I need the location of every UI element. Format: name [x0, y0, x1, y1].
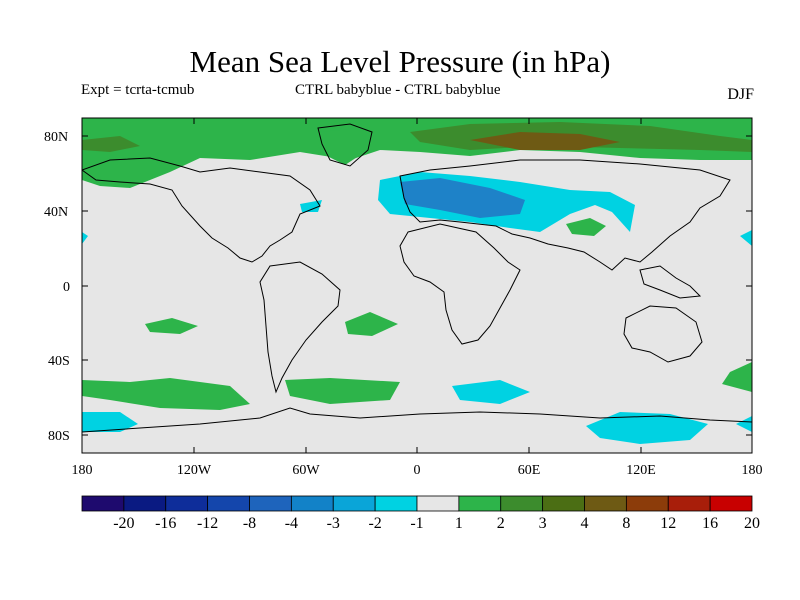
colorbar-swatch	[165, 495, 209, 512]
lon-tick-180w: 180	[72, 463, 93, 478]
colorbar-label: 2	[497, 515, 505, 532]
colorbar-swatch	[500, 495, 544, 512]
colorbar-swatch	[709, 495, 753, 512]
colorbar-swatch	[290, 495, 334, 512]
colorbar-label: 8	[622, 515, 630, 532]
coast-north-america	[82, 157, 321, 263]
coast-greenland	[317, 123, 373, 167]
colorbar-label: 4	[581, 515, 589, 532]
coast-south-america	[259, 261, 341, 394]
east-edge-cyan	[740, 230, 752, 246]
colorbar-swatch	[81, 495, 125, 512]
colorbar-label: 16	[702, 515, 718, 532]
lon-tick-180e: 180	[742, 463, 763, 478]
antarctic-edge-east	[736, 416, 752, 432]
coast-eurasia	[399, 159, 731, 271]
lon-tick-0: 0	[414, 463, 421, 478]
tibet-positive	[566, 218, 606, 236]
colorbar-label: -16	[155, 515, 176, 532]
map-title: Mean Sea Level Pressure (in hPa)	[189, 44, 611, 79]
lon-tick-60w: 60W	[292, 463, 320, 478]
south-atlantic-positive	[345, 312, 398, 336]
colorbar-label: -8	[243, 515, 256, 532]
coast-africa	[399, 223, 521, 345]
lon-tick-60e: 60E	[518, 463, 541, 478]
colorbar-label: 3	[539, 515, 547, 532]
colorbar-swatch	[332, 495, 376, 512]
colorbar-label: 1	[455, 515, 463, 532]
colorbar-label: -2	[368, 515, 381, 532]
greenland-positive	[82, 136, 140, 152]
colorbar-label: -1	[410, 515, 423, 532]
coastlines	[82, 123, 752, 433]
colorbar-label: -3	[327, 515, 340, 532]
atlantic-small-cyan	[300, 200, 322, 212]
west-edge-cyan	[82, 232, 88, 244]
colorbar-swatch	[542, 495, 585, 512]
colorbar-swatch	[207, 495, 250, 512]
greenland-cap	[320, 128, 368, 165]
experiment-label: Expt = tcrta-tcmub	[81, 82, 195, 98]
antarctic-negative-east	[586, 412, 708, 444]
colorbar-swatch	[625, 495, 669, 512]
colorbar-label: 20	[744, 515, 760, 532]
south-pacific-positive	[145, 318, 198, 334]
comparison-label: CTRL babyblue - CTRL babyblue	[295, 82, 501, 98]
colorbar-swatch	[123, 495, 167, 512]
tick-marks	[81, 118, 753, 453]
colorbar-label: 12	[660, 515, 676, 532]
lat-tick-80n: 80N	[44, 130, 68, 145]
lat-tick-80s: 80S	[48, 429, 70, 444]
season-label: DJF	[727, 86, 754, 103]
lat-tick-40s: 40S	[48, 354, 70, 369]
lat-tick-40n: 40N	[44, 205, 68, 220]
colorbar-swatch	[458, 495, 502, 512]
coast-maritime-asia	[639, 265, 702, 299]
colorbar-swatch	[416, 495, 460, 512]
colorbar-label: -12	[197, 515, 218, 532]
colorbar-swatch	[374, 495, 418, 512]
colorbar-label: -20	[113, 515, 134, 532]
lat-tick-0: 0	[63, 280, 70, 295]
colorbar-swatch	[584, 495, 627, 512]
colorbar: -20 -16 -12 -8 -4 -3 -2 -1 1 2 3 4 8 12 16 20	[81, 495, 760, 532]
siberia-max	[470, 132, 620, 150]
antarctic-negative-mid	[452, 380, 530, 404]
southern-ocean-positive-west	[82, 378, 250, 410]
colorbar-swatch	[667, 495, 711, 512]
southern-ocean-positive-east	[722, 362, 752, 392]
pressure-field	[82, 118, 752, 444]
europe-negative-blue	[400, 178, 525, 218]
coast-antarctica	[82, 407, 752, 433]
southern-ocean-positive-mid	[285, 378, 400, 404]
colorbar-label: -4	[285, 515, 298, 532]
lon-tick-120e: 120E	[626, 463, 656, 478]
lon-tick-120w: 120W	[177, 463, 212, 478]
coast-australia	[623, 305, 703, 363]
antarctic-negative-west	[82, 412, 138, 432]
colorbar-swatch	[249, 495, 292, 512]
